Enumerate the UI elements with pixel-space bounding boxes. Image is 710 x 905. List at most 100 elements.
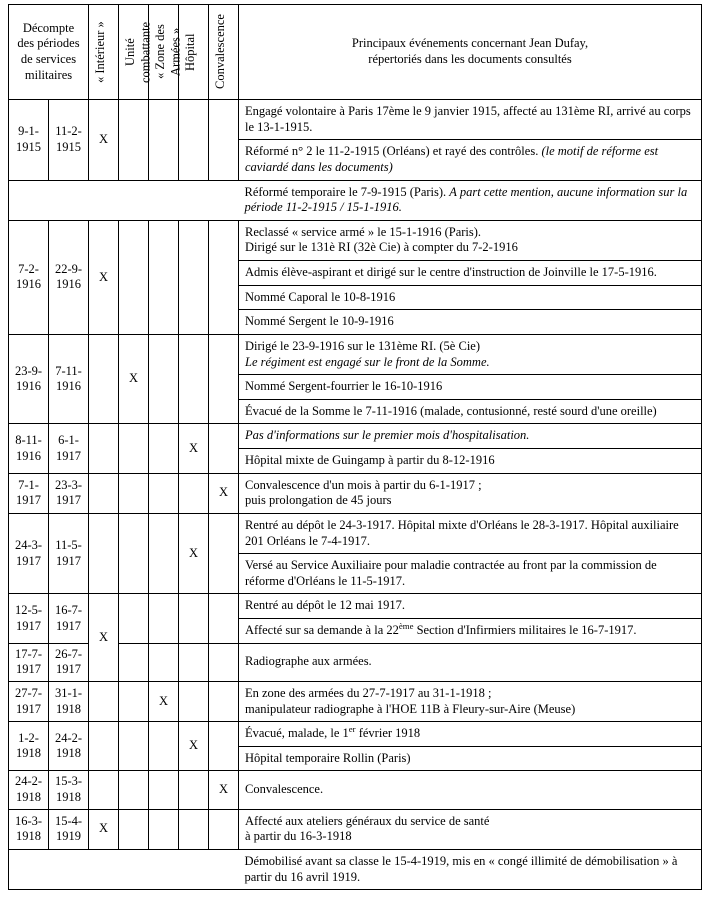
cell: X [149,681,179,721]
cell: Versé au Service Auxiliaire pour maladie… [239,554,702,594]
table-row: 1-2-191824-2-1918XÉvacué, malade, le 1er… [9,722,702,747]
events-header-l1: Principaux événements concernant Jean Du… [352,36,588,50]
cell: Hôpital mixte de Guingamp à partir du 8-… [239,449,702,474]
table-row: Démobilisé avant sa classe le 15-4-1919,… [9,849,702,889]
cell [149,220,179,334]
cell [209,722,239,771]
col-periodes: Décompte des périodes de services milita… [9,5,89,100]
cell [149,100,179,181]
cell [149,771,179,809]
cell: 11-2-1915 [49,100,89,181]
cell [179,643,209,681]
cell: Rentré au dépôt le 24-3-1917. Hôpital mi… [239,513,702,553]
cell [149,643,179,681]
cell [209,220,239,334]
cell: Reclassé « service armé » le 15-1-1916 (… [239,220,702,260]
cell [119,220,149,334]
cell [119,771,149,809]
cell: Convalescence. [239,771,702,809]
cell [89,771,119,809]
cell: Nommé Sergent le 10-9-1916 [239,310,702,335]
cell: 12-5-1917 [9,594,49,643]
cell [149,809,179,849]
table-row: 24-2-191815-3-1918XConvalescence. [9,771,702,809]
table-row: 7-1-191723-3-1917 XConvalescence d'un moi… [9,473,702,513]
cell [89,513,119,594]
cell [119,643,149,681]
cell: Pas d'informations sur le premier mois d… [239,424,702,449]
cell [89,473,119,513]
cell: Démobilisé avant sa classe le 15-4-1919,… [239,849,702,889]
table-row: 23-9-19167-11-1916XDirigé le 23-9-1916 s… [9,334,702,374]
cell: En zone des armées du 27-7-1917 au 31-1-… [239,681,702,721]
cell [209,424,239,473]
cell: 23-3-1917 [49,473,89,513]
table-row: 7-2-191622-9-1916XReclassé « service arm… [9,220,702,260]
table-row: 16-3-191815-4-1919XAffecté aux ateliers … [9,809,702,849]
cell: Dirigé le 23-9-1916 sur le 131ème RI. (5… [239,334,702,374]
cell [209,334,239,424]
cell: Convalescence d'un mois à partir du 6-1-… [239,473,702,513]
cell: X [89,809,119,849]
cell: 1-2-1918 [9,722,49,771]
cell: 6-1-1917 [49,424,89,473]
cell: Affecté sur sa demande à la 22ème Sectio… [239,619,702,644]
cell: 16-7-1917 [49,594,89,643]
cell [179,473,209,513]
col-convalescence: Convalescence [209,5,239,100]
cell [209,594,239,643]
cell: Nommé Caporal le 10-8-1916 [239,285,702,310]
cell: 31-1-1918 [49,681,89,721]
service-table: Décompte des périodes de services milita… [8,4,702,890]
cell: Affecté aux ateliers généraux du service… [239,809,702,849]
cell: 7-11-1916 [49,334,89,424]
cell [179,100,209,181]
table-body: 9-1-191511-2-1915XEngagé volontaire à Pa… [9,100,702,890]
table-row: Réformé temporaire le 7-9-1915 (Paris). … [9,180,702,220]
cell: 24-2-1918 [9,771,49,809]
cell [89,681,119,721]
table-row: 8-11-19166-1-1917XPas d'informations sur… [9,424,702,449]
cell [119,681,149,721]
cell [89,334,119,424]
col-interieur: « Intérieur » [89,5,119,100]
cell: Évacué, malade, le 1er février 1918 [239,722,702,747]
cell [149,424,179,473]
cell [179,809,209,849]
cell [149,594,179,643]
cell [9,180,239,220]
cell [149,473,179,513]
cell: 7-1-1917 [9,473,49,513]
cell [209,100,239,181]
cell [9,849,239,889]
cell: X [179,513,209,594]
cell: Évacué de la Somme le 7-11-1916 (malade,… [239,399,702,424]
cell: 26-7-1917 [49,643,89,681]
cell: Admis élève-aspirant et dirigé sur le ce… [239,261,702,286]
cell [119,473,149,513]
col-unite: Unité combattante [119,5,149,100]
cell [149,513,179,594]
col-zone: « Zone des Armées » [149,5,179,100]
cell [179,771,209,809]
cell [119,722,149,771]
cell: X [89,100,119,181]
cell: X [209,473,239,513]
table-row: 27-7-191731-1-1918 X En zone des armées du… [9,681,702,721]
table-row: 9-1-191511-2-1915XEngagé volontaire à Pa… [9,100,702,140]
cell: Radiographe aux armées. [239,643,702,681]
cell: 9-1-1915 [9,100,49,181]
page: Décompte des périodes de services milita… [0,0,710,905]
cell: 23-9-1916 [9,334,49,424]
cell: 22-9-1916 [49,220,89,334]
cell [89,722,119,771]
cell: 24-3-1917 [9,513,49,594]
table-row: 12-5-191716-7-1917XRentré au dépôt le 12… [9,594,702,619]
cell: 27-7-1917 [9,681,49,721]
cell: Réformé n° 2 le 11-2-1915 (Orléans) et r… [239,140,702,180]
cell: Réformé temporaire le 7-9-1915 (Paris). … [239,180,702,220]
cell [209,513,239,594]
header-row: Décompte des périodes de services milita… [9,5,702,100]
cell: Rentré au dépôt le 12 mai 1917. [239,594,702,619]
cell [209,681,239,721]
